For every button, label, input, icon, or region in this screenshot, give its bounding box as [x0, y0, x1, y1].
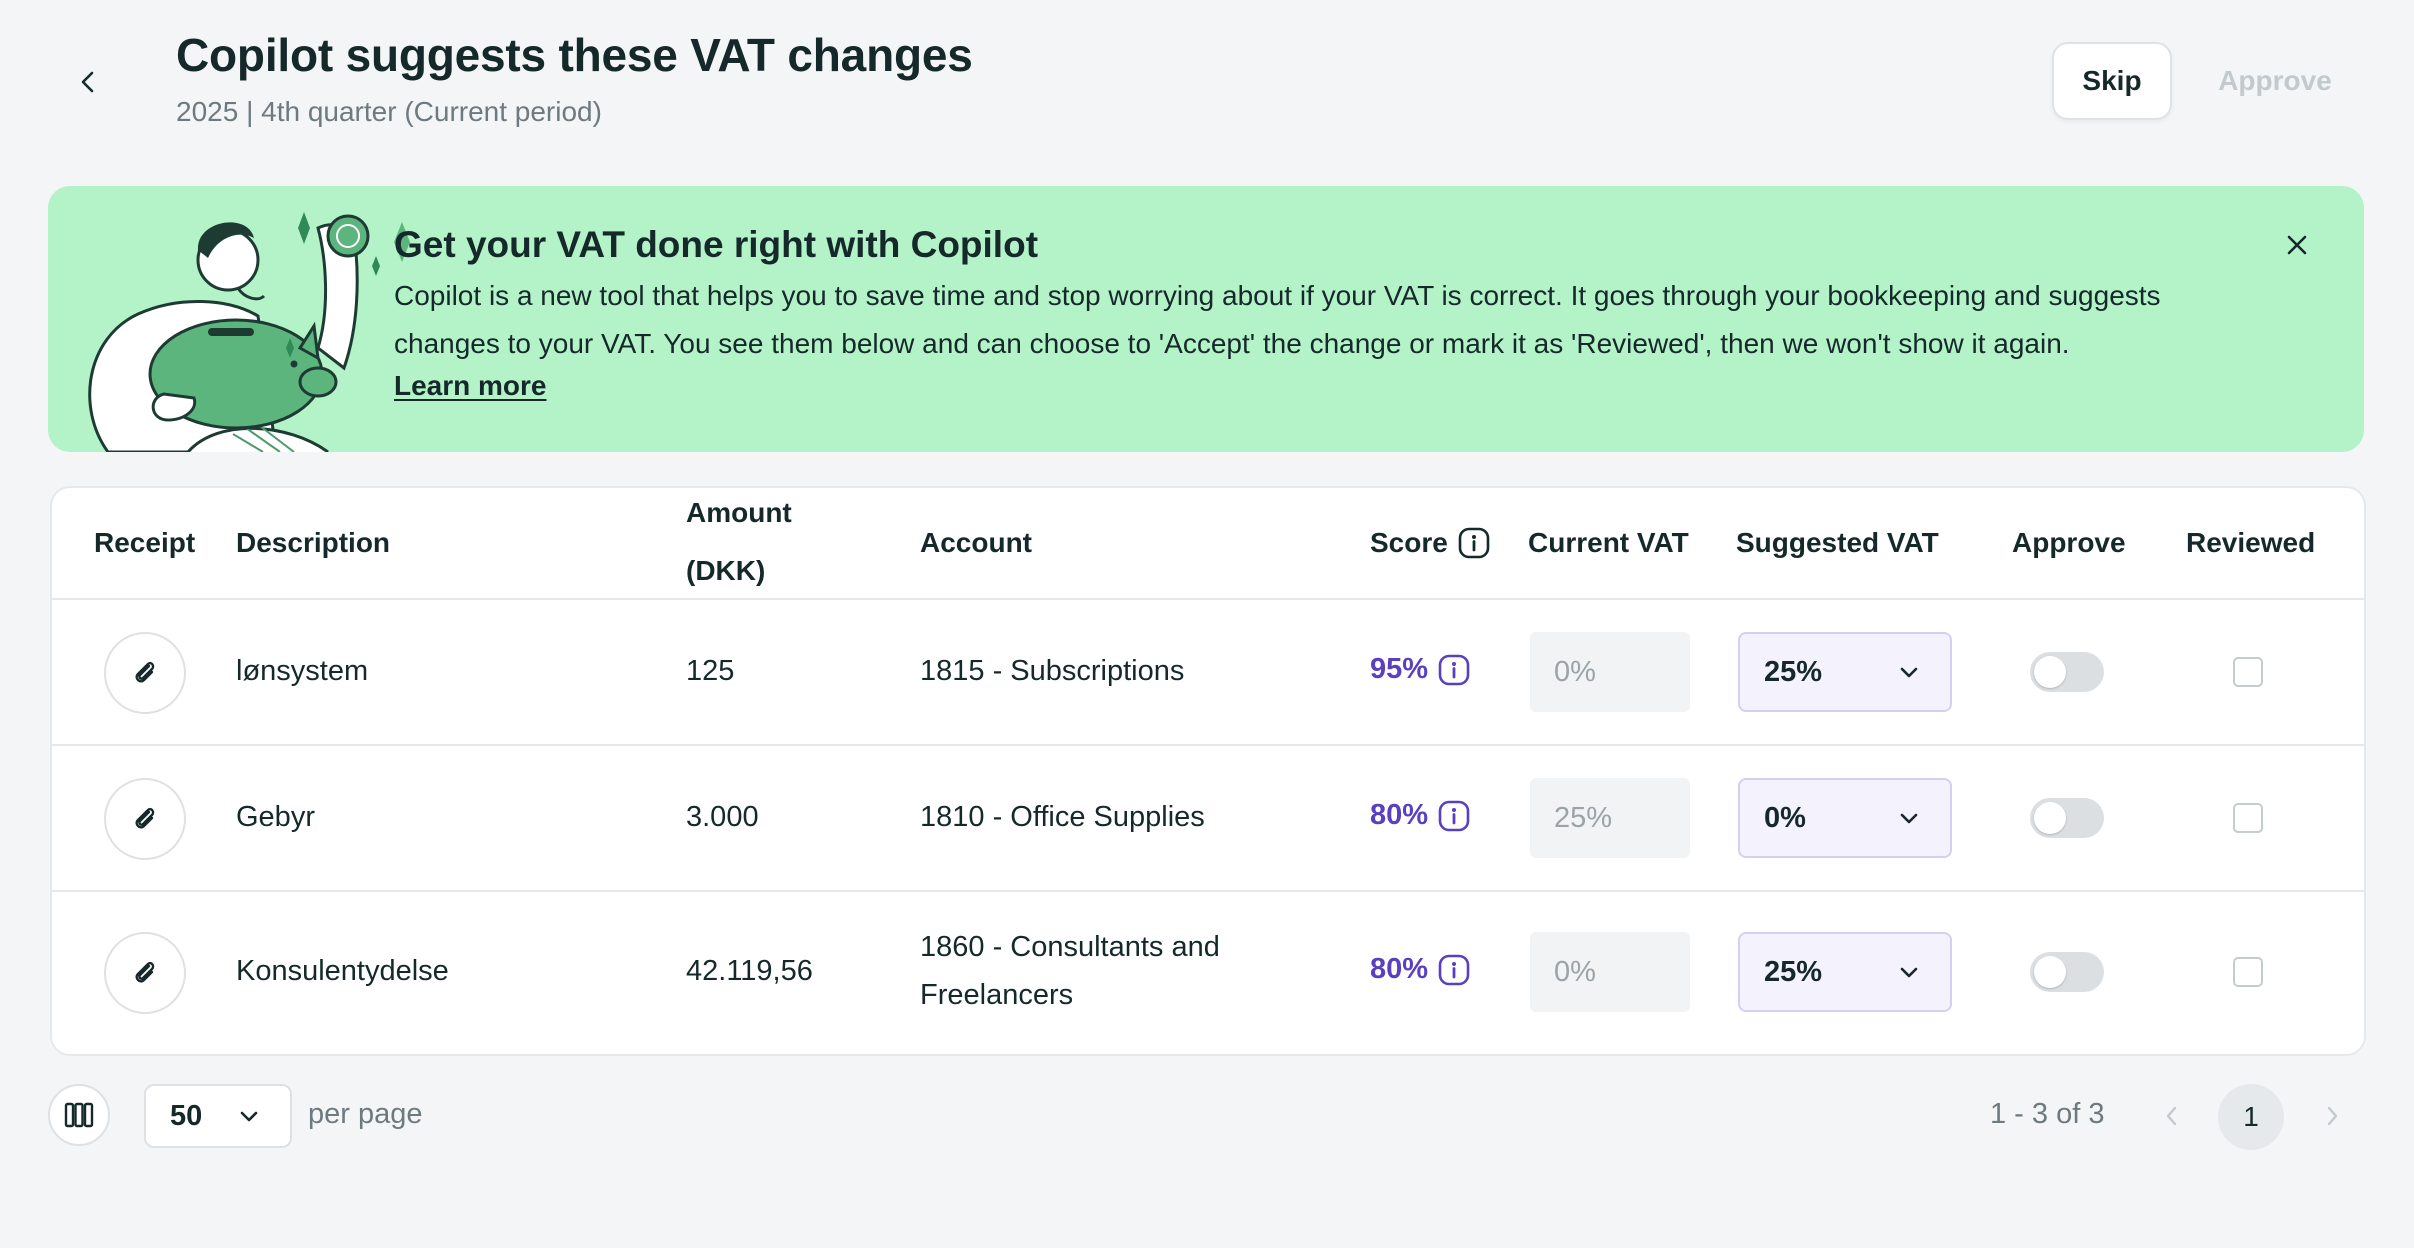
- receipt-button[interactable]: [104, 778, 186, 860]
- suggested-vat-select[interactable]: 25%: [1738, 632, 1952, 712]
- current-vat-field: 0%: [1530, 632, 1690, 712]
- approve-toggle[interactable]: [2030, 652, 2104, 692]
- row-score-value: 80%: [1370, 799, 1429, 831]
- page-subtitle: 2025 | 4th quarter (Current period): [176, 96, 602, 127]
- column-header-amount-label: Amount: [686, 497, 792, 528]
- row-amount: 3.000: [686, 801, 759, 833]
- banner-title: Get your VAT done right with Copilot: [394, 224, 1039, 265]
- copilot-illustration: [88, 212, 410, 452]
- banner-text: Copilot is a new tool that helps you to …: [394, 280, 2161, 359]
- column-header-amount: Amount (DKK): [686, 488, 792, 601]
- column-header-account: Account: [920, 527, 1032, 558]
- toggle-knob: [2034, 656, 2066, 688]
- column-settings-button[interactable]: [48, 1084, 110, 1146]
- paperclip-icon: [135, 807, 155, 829]
- reviewed-checkbox[interactable]: [2233, 803, 2263, 833]
- banner-close-button[interactable]: [2276, 224, 2318, 266]
- column-header-description: Description: [236, 527, 391, 558]
- learn-more-link[interactable]: Learn more: [394, 370, 547, 401]
- info-icon[interactable]: [1438, 654, 1470, 686]
- row-amount: 125: [686, 655, 735, 687]
- info-icon[interactable]: [1438, 954, 1470, 986]
- reviewed-checkbox[interactable]: [2233, 957, 2263, 987]
- row-score-value: 80%: [1370, 953, 1429, 985]
- row-score: 95%: [1370, 653, 1470, 686]
- column-header-score-label: Score: [1370, 527, 1448, 558]
- row-description: Gebyr: [236, 801, 315, 833]
- row-account: 1810 - Office Supplies: [920, 801, 1205, 833]
- info-icon[interactable]: [1458, 527, 1490, 559]
- vat-changes-table: Receipt Description Amount (DKK) Account…: [50, 486, 2366, 1056]
- paperclip-icon: [135, 961, 155, 983]
- column-header-score: Score: [1370, 513, 1490, 573]
- chevron-down-icon: [1900, 813, 1918, 824]
- row-amount: 42.119,56: [686, 955, 813, 987]
- chevron-right-icon: [2327, 1106, 2338, 1126]
- toggle-knob: [2034, 802, 2066, 834]
- paperclip-icon: [135, 661, 155, 683]
- column-header-receipt: Receipt: [94, 527, 196, 558]
- page-header: Copilot suggests these VAT changes 2025 …: [0, 0, 2414, 160]
- current-vat-field: 0%: [1530, 932, 1690, 1012]
- suggested-vat-select[interactable]: 0%: [1738, 778, 1952, 858]
- per-page-label: per page: [308, 1098, 423, 1130]
- columns-icon: [64, 1102, 94, 1128]
- column-header-amount-currency: (DKK): [686, 555, 766, 586]
- back-button[interactable]: [68, 62, 108, 102]
- close-icon: [2287, 235, 2307, 255]
- row-description: lønsystem: [236, 655, 369, 687]
- pagination-range: 1 - 3 of 3: [1990, 1098, 2105, 1130]
- table-row: Gebyr 3.000 1810 - Office Supplies 80% 2…: [52, 746, 2364, 892]
- table-row: Konsulentydelse 42.119,56 1860 - Consult…: [52, 892, 2364, 1052]
- toggle-knob: [2034, 956, 2066, 988]
- per-page-select[interactable]: 50: [144, 1084, 292, 1148]
- next-page-button[interactable]: [2310, 1094, 2354, 1138]
- reviewed-checkbox[interactable]: [2233, 657, 2263, 687]
- previous-page-button[interactable]: [2150, 1094, 2194, 1138]
- page-title: Copilot suggests these VAT changes: [176, 29, 973, 81]
- column-header-approve: Approve: [2012, 527, 2126, 558]
- approve-button[interactable]: Approve: [2200, 42, 2350, 120]
- row-score-value: 95%: [1370, 653, 1429, 685]
- approve-toggle[interactable]: [2030, 952, 2104, 992]
- column-header-current-vat: Current VAT: [1528, 527, 1689, 558]
- column-header-suggested-vat: Suggested VAT: [1736, 527, 1939, 558]
- row-account-continued: Freelancers: [920, 979, 1074, 1011]
- row-account: 1815 - Subscriptions: [920, 655, 1185, 687]
- chevron-down-icon: [240, 1111, 258, 1122]
- suggested-vat-value: 0%: [1764, 801, 1806, 834]
- current-vat-field: 25%: [1530, 778, 1690, 858]
- page-number-current[interactable]: 1: [2218, 1084, 2284, 1150]
- copilot-banner: Get your VAT done right with Copilot Cop…: [48, 186, 2364, 452]
- row-account: 1860 - Consultants and: [920, 931, 1220, 963]
- chevron-left-icon: [81, 71, 94, 93]
- column-header-reviewed: Reviewed: [2186, 527, 2316, 558]
- suggested-vat-select[interactable]: 25%: [1738, 932, 1952, 1012]
- approve-toggle[interactable]: [2030, 798, 2104, 838]
- table-header: Receipt Description Amount (DKK) Account…: [52, 488, 2364, 600]
- receipt-button[interactable]: [104, 932, 186, 1014]
- chevron-left-icon: [2166, 1106, 2177, 1126]
- row-score: 80%: [1370, 799, 1470, 832]
- skip-button[interactable]: Skip: [2052, 42, 2172, 120]
- row-score: 80%: [1370, 953, 1470, 986]
- per-page-value: 50: [170, 1099, 203, 1132]
- row-description: Konsulentydelse: [236, 955, 449, 987]
- suggested-vat-value: 25%: [1764, 955, 1823, 988]
- receipt-button[interactable]: [104, 632, 186, 714]
- info-icon[interactable]: [1438, 800, 1470, 832]
- chevron-down-icon: [1900, 667, 1918, 678]
- chevron-down-icon: [1900, 967, 1918, 978]
- suggested-vat-value: 25%: [1764, 655, 1823, 688]
- table-row: lønsystem 125 1815 - Subscriptions 95% 0…: [52, 600, 2364, 746]
